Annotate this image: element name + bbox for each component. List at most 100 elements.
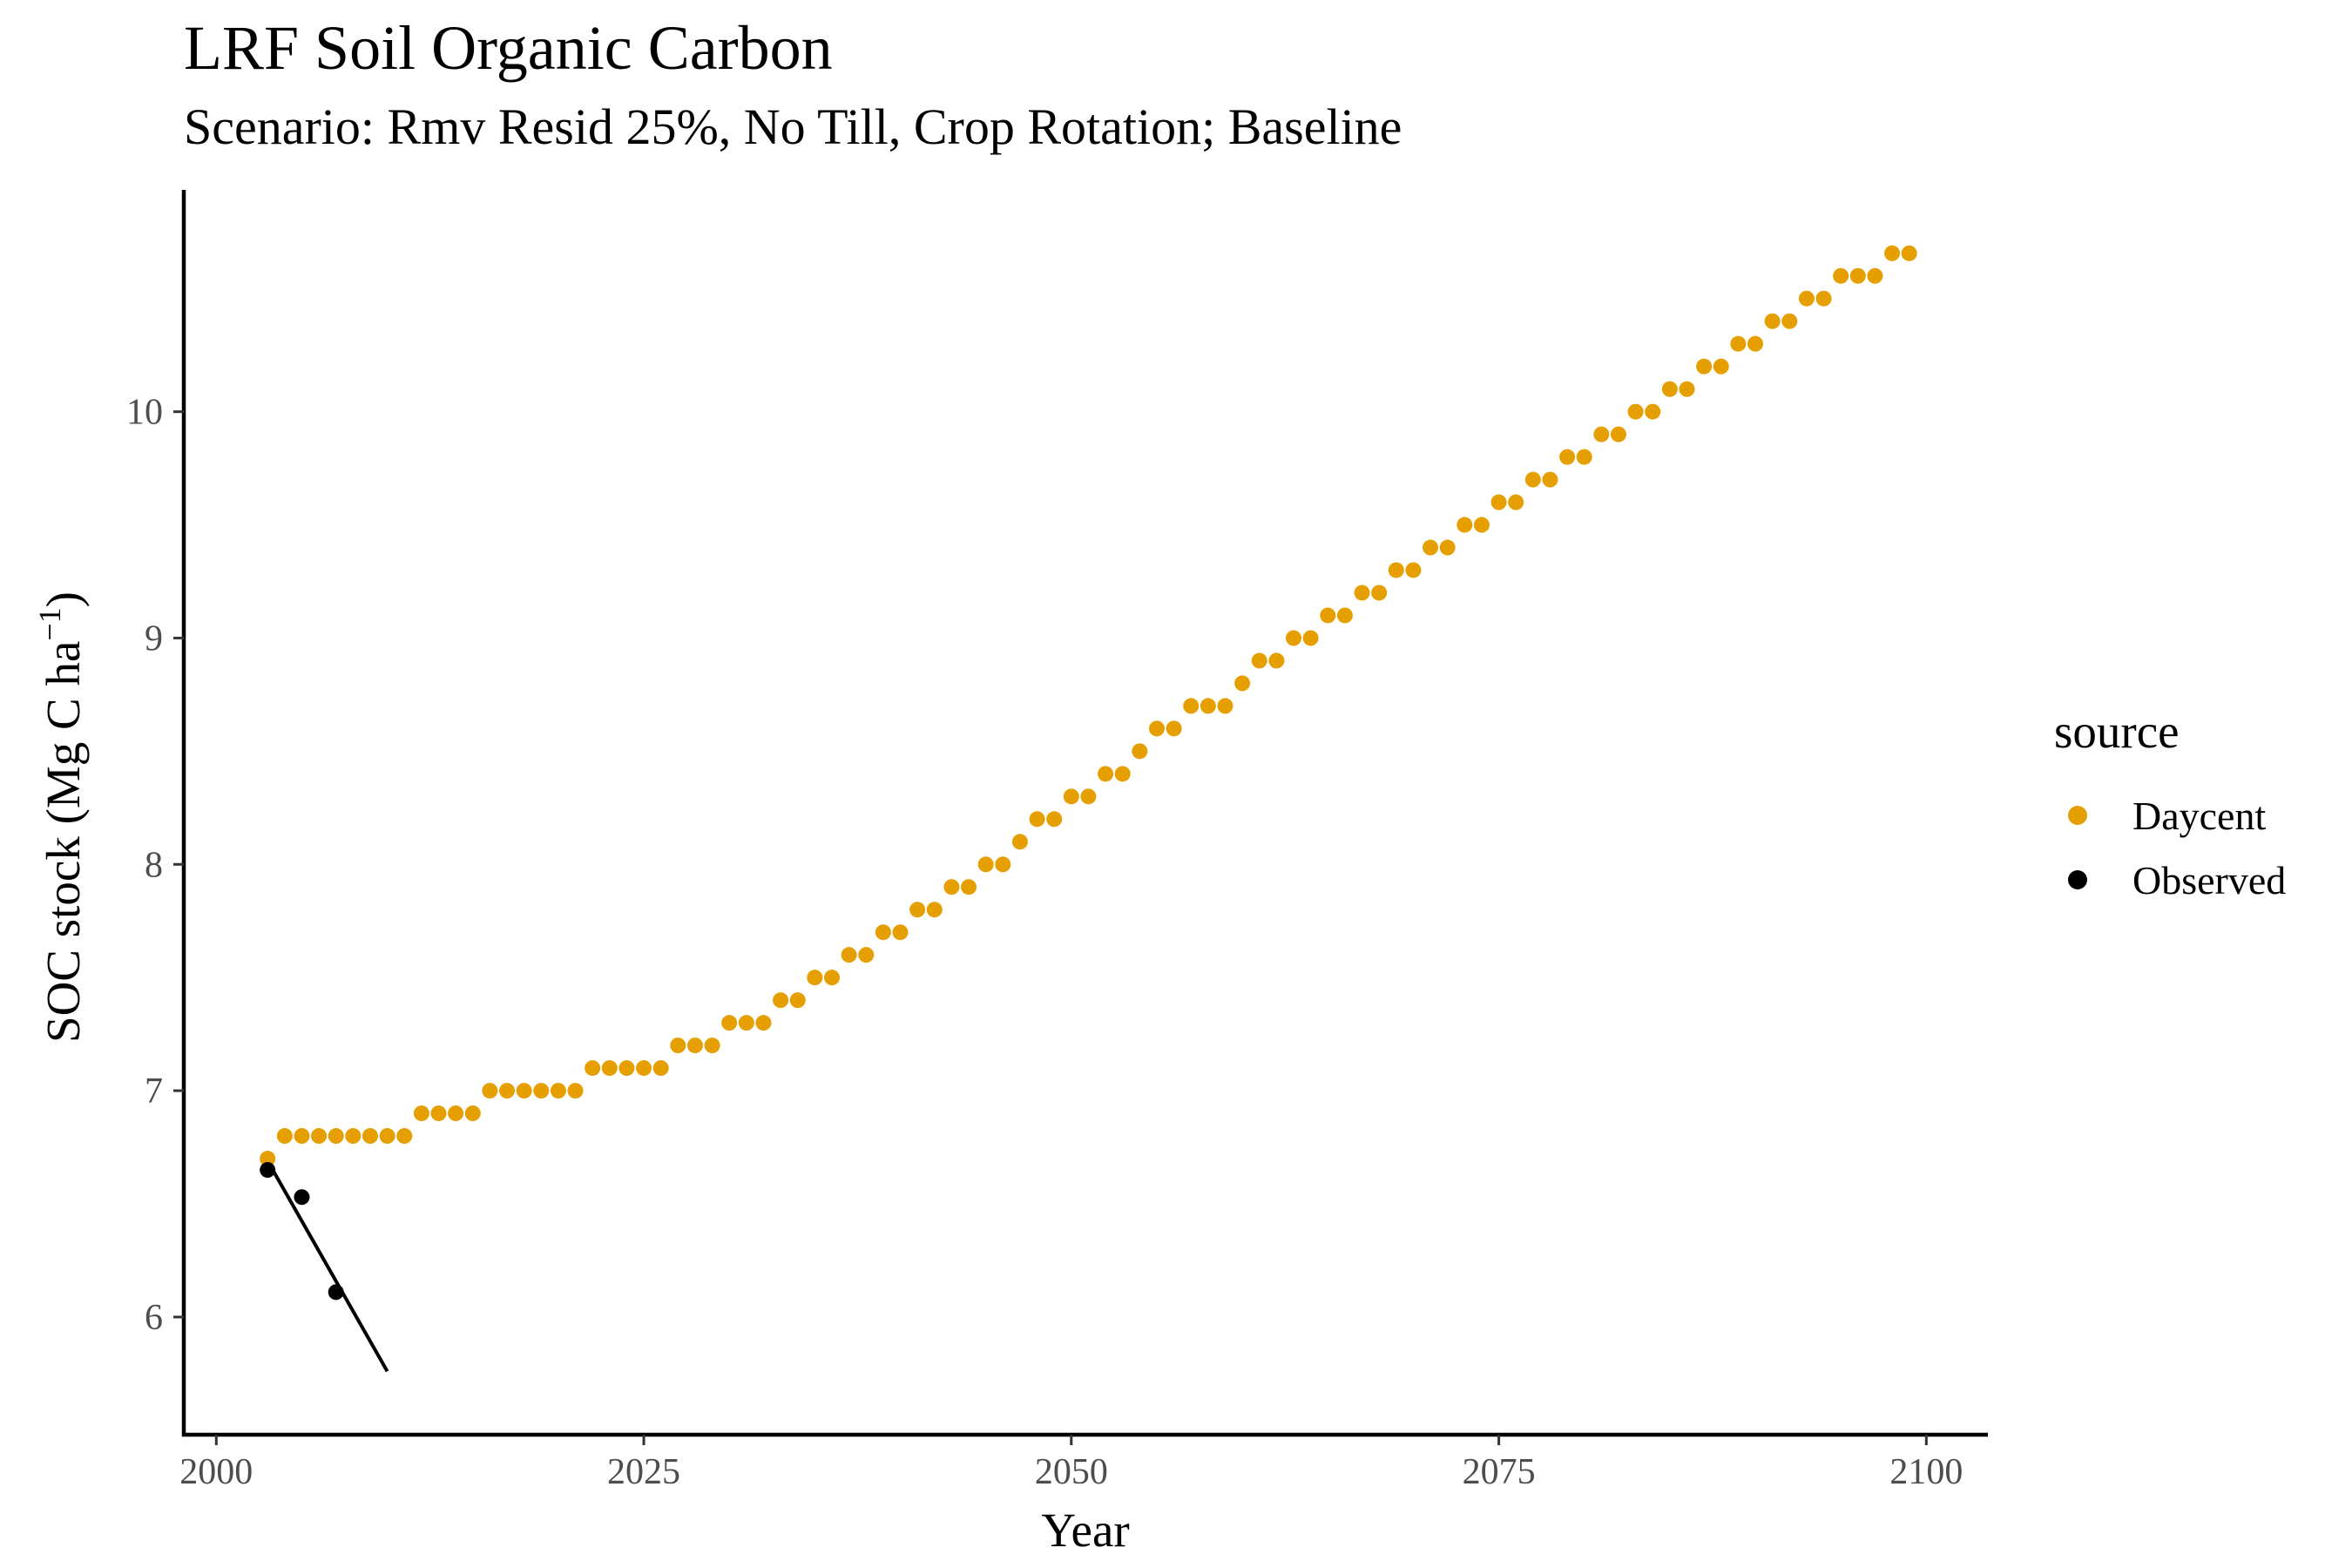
data-point-daycent bbox=[1884, 245, 1901, 261]
data-point-daycent bbox=[311, 1128, 328, 1145]
data-point-daycent bbox=[1542, 471, 1558, 488]
data-point-daycent bbox=[1423, 539, 1439, 556]
data-point-daycent bbox=[1388, 562, 1404, 578]
data-point-daycent bbox=[276, 1128, 293, 1145]
data-point-daycent bbox=[961, 879, 977, 896]
x-tick-label: 2050 bbox=[1035, 1452, 1108, 1492]
data-point-daycent bbox=[1764, 313, 1781, 329]
y-axis-title-superscript: −1 bbox=[32, 607, 67, 640]
data-point-daycent bbox=[1114, 766, 1131, 782]
data-point-daycent bbox=[1354, 585, 1370, 601]
data-point-daycent bbox=[1286, 630, 1302, 646]
data-point-daycent bbox=[260, 1151, 276, 1167]
legend-key-daycent bbox=[2068, 806, 2087, 825]
data-point-daycent bbox=[1815, 290, 1832, 307]
data-point-daycent bbox=[892, 924, 909, 941]
y-tick-label: 7 bbox=[145, 1071, 163, 1112]
data-point-observed bbox=[260, 1162, 276, 1179]
points-layer bbox=[260, 245, 1917, 1301]
data-point-daycent bbox=[533, 1083, 550, 1099]
data-point-daycent bbox=[1046, 811, 1063, 828]
data-point-daycent bbox=[909, 902, 926, 918]
data-point-daycent bbox=[1508, 494, 1524, 510]
chart-subtitle: Scenario: Rmv Resid 25%, No Till, Crop R… bbox=[184, 98, 1402, 155]
data-point-daycent bbox=[1098, 766, 1114, 782]
data-point-daycent bbox=[858, 947, 875, 963]
chart-title: LRF Soil Organic Carbon bbox=[184, 13, 833, 83]
x-tick-label: 2025 bbox=[607, 1452, 680, 1492]
legend-item-observed: Observed bbox=[2054, 848, 2286, 912]
data-point-daycent bbox=[773, 992, 789, 1009]
data-point-daycent bbox=[1679, 381, 1695, 397]
data-point-daycent bbox=[1781, 313, 1798, 329]
data-point-observed bbox=[328, 1284, 344, 1301]
data-point-daycent bbox=[841, 947, 857, 963]
y-axis-title-main: SOC stock (Mg C ha bbox=[37, 641, 90, 1043]
data-point-daycent bbox=[1696, 358, 1713, 375]
x-axis-title: Year bbox=[1041, 1504, 1129, 1557]
data-point-daycent bbox=[1148, 720, 1165, 737]
data-point-daycent bbox=[1559, 449, 1576, 465]
data-point-daycent bbox=[618, 1060, 635, 1077]
data-point-daycent bbox=[1490, 494, 1507, 510]
data-point-daycent bbox=[789, 992, 806, 1009]
data-point-daycent bbox=[670, 1037, 686, 1054]
data-point-daycent bbox=[585, 1060, 601, 1077]
data-point-daycent bbox=[652, 1060, 669, 1077]
data-point-daycent bbox=[601, 1060, 618, 1077]
x-tick-label: 2000 bbox=[179, 1452, 253, 1492]
data-point-daycent bbox=[1183, 698, 1200, 714]
data-point-daycent bbox=[1200, 698, 1216, 714]
data-point-daycent bbox=[1217, 698, 1233, 714]
data-point-daycent bbox=[943, 879, 960, 896]
data-point-daycent bbox=[636, 1060, 652, 1077]
data-point-daycent bbox=[328, 1128, 344, 1145]
data-point-daycent bbox=[464, 1105, 481, 1122]
data-point-daycent bbox=[1439, 539, 1456, 556]
legend-label-observed: Observed bbox=[2132, 857, 2287, 902]
data-point-daycent bbox=[567, 1083, 584, 1099]
x-tick-label: 2075 bbox=[1463, 1452, 1536, 1492]
data-point-daycent bbox=[550, 1083, 566, 1099]
data-point-daycent bbox=[1336, 607, 1353, 624]
x-tick-label: 2100 bbox=[1889, 1452, 1963, 1492]
y-axis-title: SOC stock (Mg C ha−1) bbox=[32, 591, 90, 1043]
data-point-daycent bbox=[755, 1015, 772, 1031]
y-tick-label: 9 bbox=[145, 618, 163, 659]
data-point-daycent bbox=[686, 1037, 703, 1054]
trend-line-layer bbox=[266, 1159, 389, 1373]
data-point-daycent bbox=[977, 856, 994, 873]
y-tick-label: 10 bbox=[126, 393, 163, 433]
y-tick-label: 8 bbox=[145, 845, 163, 885]
data-point-daycent bbox=[995, 856, 1011, 873]
data-point-daycent bbox=[1234, 675, 1251, 692]
data-point-daycent bbox=[1080, 788, 1097, 805]
data-point-daycent bbox=[1730, 335, 1747, 352]
data-point-daycent bbox=[396, 1128, 413, 1145]
y-tick-label: 6 bbox=[145, 1298, 163, 1338]
data-point-daycent bbox=[1063, 788, 1079, 805]
data-point-daycent bbox=[807, 970, 823, 986]
data-point-daycent bbox=[1268, 652, 1285, 669]
data-point-daycent bbox=[482, 1083, 498, 1099]
data-point-daycent bbox=[1833, 267, 1849, 284]
data-point-daycent bbox=[1405, 562, 1422, 578]
data-point-daycent bbox=[926, 902, 943, 918]
data-point-daycent bbox=[499, 1083, 516, 1099]
data-point-daycent bbox=[1132, 743, 1148, 760]
legend: source Daycent Observed bbox=[2054, 704, 2286, 912]
data-point-daycent bbox=[294, 1128, 310, 1145]
data-point-daycent bbox=[823, 970, 840, 986]
data-point-daycent bbox=[738, 1015, 754, 1031]
data-point-daycent bbox=[1645, 403, 1661, 420]
data-point-daycent bbox=[1661, 381, 1678, 397]
data-point-daycent bbox=[1627, 403, 1644, 420]
data-point-daycent bbox=[1901, 245, 1917, 261]
legend-label-daycent: Daycent bbox=[2132, 793, 2267, 838]
data-point-daycent bbox=[448, 1105, 464, 1122]
data-point-daycent bbox=[1302, 630, 1319, 646]
legend-key-observed bbox=[2068, 870, 2087, 889]
observed-trend-line bbox=[266, 1159, 389, 1373]
data-point-daycent bbox=[1456, 517, 1473, 533]
data-point-daycent bbox=[1524, 471, 1541, 488]
